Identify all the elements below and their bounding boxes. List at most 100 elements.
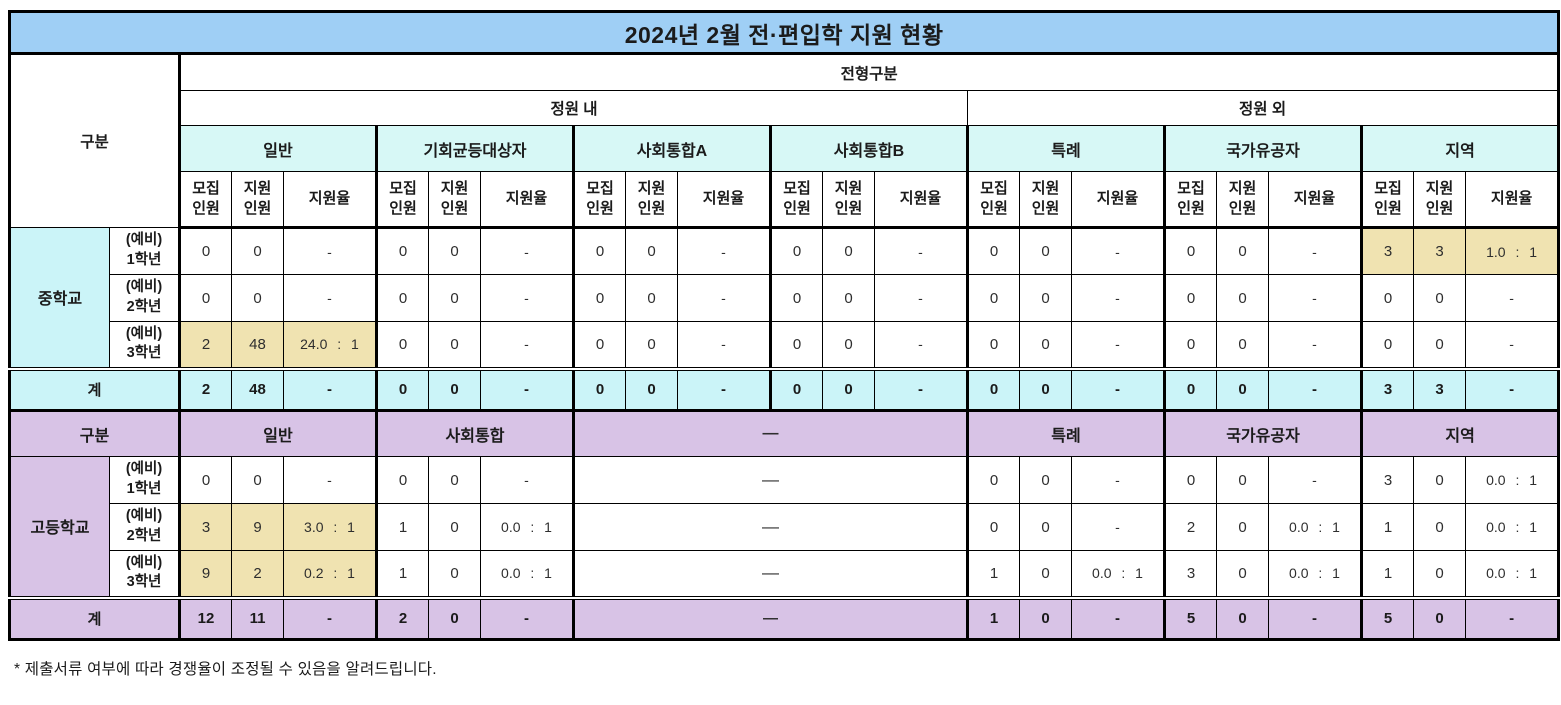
data-cell: 3 (178, 503, 232, 551)
application-rate-header: 지원율 (1464, 171, 1560, 229)
page-title: 2024년 2월 전·편입학 지원 현황 (8, 11, 1560, 55)
admission-status-table: 2024년 2월 전·편입학 지원 현황 구분 전형구분 정원 내 정원 외 일… (8, 10, 1561, 641)
header-outside-quota: 정원 외 (966, 90, 1560, 126)
data-cell: 0.0 : 1 (1464, 550, 1560, 598)
section-label-middle-school: 중학교 (9, 227, 110, 369)
total-cell: 0 (1413, 595, 1466, 640)
grade-label: (예비) 2학년 (109, 503, 180, 551)
data-cell: - (1268, 274, 1362, 322)
data-cell: 0.0 : 1 (480, 503, 574, 551)
total-cell: - (677, 366, 771, 411)
applicant-count-header: 지원 인원 (231, 171, 284, 229)
data-cell: 0 (231, 456, 284, 504)
group-header-row: 일반 기회균등대상자 사회통합A 사회통합B 특례 국가유공자 지역 (10, 125, 1560, 172)
data-cell: - (480, 321, 574, 369)
table-row: (예비) 3학년 9 2 0.2 : 1 1 0 0.0 : 1—1 0 0.0 : 1 3 0 0.… (10, 550, 1560, 598)
table-row: 고등학교 (예비) 1학년 0 0-0 0- —0 0-0 0-3 0 0.0 : 1 (9, 456, 1560, 598)
data-cell: 0 (375, 274, 429, 322)
data-cell: 0 (966, 274, 1020, 322)
recruit-count-header: 모집 인원 (1163, 171, 1217, 229)
data-cell: 0 (1413, 274, 1466, 322)
total-cell: - (1268, 366, 1362, 411)
data-cell: 1 (966, 550, 1020, 598)
data-cell: 0 (428, 274, 481, 322)
data-cell: 0 (428, 321, 481, 369)
table-row: 중학교 (예비) 1학년 0 0-0 0-0 0-0 0-0 0-0 0-3 3 1.0 : 1 (9, 227, 1560, 369)
data-cell: - (1464, 321, 1560, 369)
data-cell: 0 (822, 227, 875, 275)
title-row: 2024년 2월 전·편입학 지원 현황 (8, 11, 1560, 55)
data-cell: 0.0 : 1 (1071, 550, 1165, 598)
application-rate-header: 지원율 (1071, 171, 1165, 229)
data-cell: 0 (231, 274, 284, 322)
data-cell: 0 (1163, 274, 1217, 322)
total-cell: - (1464, 366, 1560, 411)
total-cell: - (283, 595, 377, 640)
data-cell: 0 (1019, 227, 1072, 275)
data-cell: 0 (1019, 503, 1072, 551)
group-header-3: 사회통합A (572, 125, 771, 172)
data-cell: - (283, 456, 377, 504)
data-cell: 9 (231, 503, 284, 551)
data-cell: 0 (1413, 550, 1466, 598)
data-cell: 0 (428, 227, 481, 275)
data-cell: 0 (572, 321, 626, 369)
group-header-5: 특례 (966, 125, 1165, 172)
data-cell: 0 (1216, 456, 1269, 504)
data-cell: 0 (1216, 227, 1269, 275)
hs-header-category: 구분 (9, 409, 180, 457)
hs-group-general: 일반 (178, 409, 377, 457)
merged-dash-cell: — (572, 550, 968, 598)
high-school-total-row: 계 12 11-2 0- —1 0-5 0-5 0- (9, 595, 1560, 640)
data-cell: 0 (1360, 321, 1414, 369)
data-cell: 1 (1360, 550, 1414, 598)
high-school-header-row: 구분 일반 사회통합 — 특례 국가유공자 지역 (9, 409, 1560, 457)
total-cell: - (480, 595, 574, 640)
data-cell: 0 (1163, 227, 1217, 275)
hs-group-region: 지역 (1359, 409, 1560, 457)
total-cell: 0 (1019, 366, 1072, 411)
merged-dash-cell: — (572, 456, 968, 504)
data-cell: 3.0 : 1 (283, 503, 377, 551)
total-cell: - (480, 366, 574, 411)
data-cell: - (1071, 321, 1165, 369)
group-header-6: 국가유공자 (1163, 125, 1362, 172)
total-cell: - (283, 366, 377, 411)
application-rate-header: 지원율 (677, 171, 771, 229)
total-cell: 0 (428, 595, 481, 640)
data-cell: - (1464, 274, 1560, 322)
recruit-count-header: 모집 인원 (966, 171, 1020, 229)
data-cell: 0 (1163, 321, 1217, 369)
data-cell: 0 (428, 550, 481, 598)
applicant-count-header: 지원 인원 (428, 171, 481, 229)
data-cell: 0 (769, 227, 823, 275)
applicant-count-header: 지원 인원 (1019, 171, 1072, 229)
data-cell: 2 (231, 550, 284, 598)
data-cell: 0 (625, 321, 678, 369)
grade-label: (예비) 3학년 (109, 321, 180, 369)
hs-group-special: 특례 (966, 409, 1165, 457)
data-cell: 1 (375, 550, 429, 598)
data-cell: 0 (375, 321, 429, 369)
total-cell: - (1464, 595, 1560, 640)
data-cell: 0 (625, 227, 678, 275)
data-cell: 0 (966, 456, 1020, 504)
data-cell: 0 (428, 456, 481, 504)
application-rate-header: 지원율 (283, 171, 377, 229)
data-cell: - (283, 274, 377, 322)
data-cell: 0 (822, 321, 875, 369)
total-cell: 3 (1360, 366, 1414, 411)
application-rate-header: 지원율 (874, 171, 968, 229)
data-cell: 0.0 : 1 (1268, 550, 1362, 598)
total-cell: 2 (178, 366, 232, 411)
data-cell: - (1268, 227, 1362, 275)
data-cell: 0 (572, 227, 626, 275)
data-cell: - (283, 227, 377, 275)
total-cell: 0 (1019, 595, 1072, 640)
total-cell: - (874, 366, 968, 411)
total-cell: 5 (1360, 595, 1414, 640)
data-cell: 2 (178, 321, 232, 369)
total-cell: 0 (1163, 366, 1217, 411)
hs-group-dash: — (572, 409, 968, 457)
data-cell: - (480, 227, 574, 275)
